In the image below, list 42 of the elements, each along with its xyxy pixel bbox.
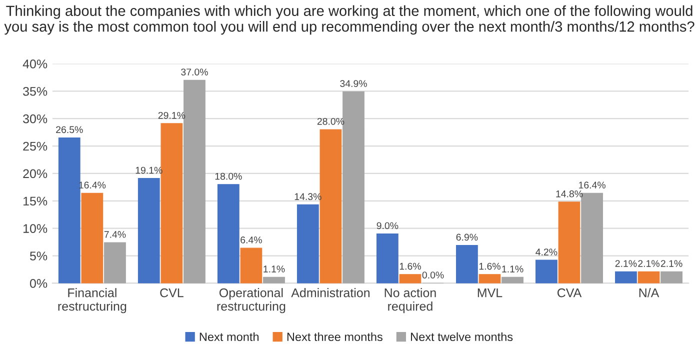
x-tick-label: CVL: [160, 288, 184, 298]
y-tick-label: 40%: [22, 60, 48, 68]
data-label: 7.4%: [104, 231, 126, 238]
data-label: 18.0%: [215, 172, 242, 180]
legend-label: Next twelve months: [411, 332, 513, 342]
y-tick-label: 20%: [23, 169, 48, 178]
y-tick-label: 5%: [30, 252, 48, 260]
data-label: 34.9%: [340, 80, 367, 88]
data-label: 6.9%: [456, 234, 478, 241]
data-label: 1.1%: [502, 266, 524, 272]
data-label: 9.0%: [376, 222, 398, 230]
data-label: 26.5%: [56, 126, 83, 134]
legend-label: Next three months: [287, 332, 382, 342]
data-label: 28.0%: [317, 118, 344, 125]
legend-label: Next month: [200, 332, 259, 342]
data-label: 4.2%: [536, 248, 558, 256]
y-tick-label: 25%: [23, 142, 48, 151]
x-tick-label: Administration: [291, 288, 370, 298]
chart-title: Thinking about the companies with which you are working at the moment, which one of the following would you say is the most common tool you will end up recommending over the next month/3 months/12 months?: [4, 5, 694, 35]
y-tick-label: 35%: [23, 86, 48, 96]
x-tick-label: Operational restructuring: [217, 288, 286, 314]
data-label: 2.1%: [615, 260, 637, 267]
data-label: 1.6%: [400, 262, 421, 270]
data-label: 6.4%: [240, 236, 262, 244]
x-tick-label: No action required: [384, 288, 436, 314]
data-label: 29.1%: [158, 112, 186, 119]
x-tick-label: MVL: [478, 288, 502, 298]
y-tick-label: 10%: [24, 224, 48, 233]
data-label: 16.4%: [579, 182, 606, 189]
data-label: 0.0%: [422, 272, 444, 278]
y-tick-label: 30%: [23, 114, 48, 124]
x-tick-label: N/A: [639, 288, 660, 298]
data-label: 2.1%: [638, 260, 660, 267]
x-tick-label: CVA: [557, 288, 582, 298]
data-label: 1.6%: [479, 262, 500, 270]
x-tick-label: Financial restructuring: [58, 288, 126, 314]
data-label: 2.1%: [660, 260, 682, 267]
y-tick-label: 15%: [24, 196, 48, 206]
y-tick-label: 0%: [30, 279, 48, 288]
data-label: 14.8%: [556, 190, 583, 198]
data-label: 37.0%: [181, 68, 208, 76]
data-label: 1.1%: [264, 266, 285, 272]
